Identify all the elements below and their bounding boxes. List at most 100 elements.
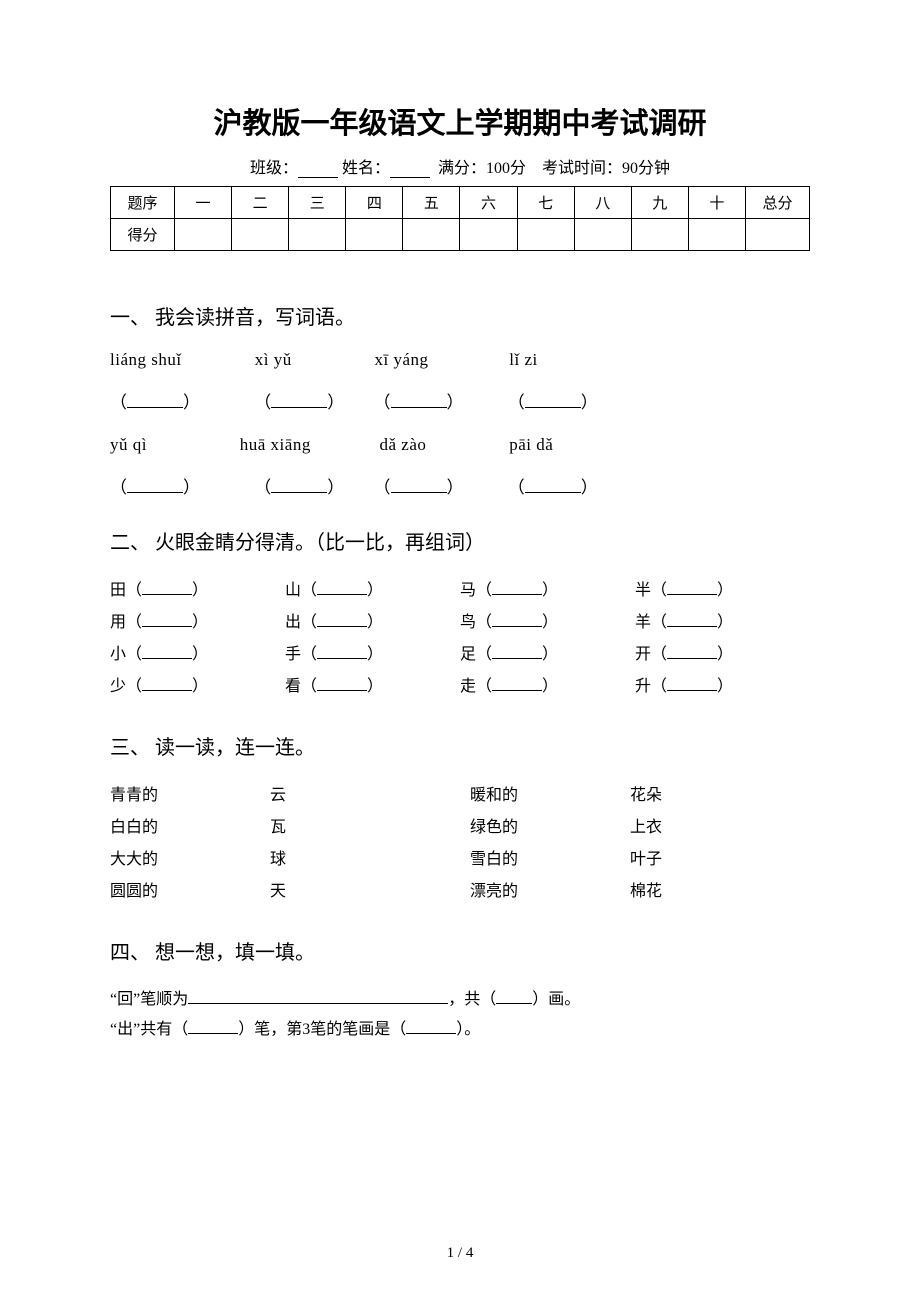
compare-item: 足（） [460, 639, 635, 671]
exam-title: 沪教版一年级语文上学期期中考试调研 [110, 100, 810, 142]
compare-grid: 田（） 山（） 马（） 半（） 用（） 出（） 鸟（） 羊（） 小（） 手（） … [110, 575, 810, 703]
answer-blank[interactable]: （） [374, 388, 504, 413]
answer-blank[interactable] [406, 1020, 456, 1034]
answer-blank[interactable]: （） [254, 473, 369, 498]
answer-blank[interactable] [492, 677, 542, 691]
answer-blank[interactable]: （） [254, 388, 369, 413]
table-row: 题序 一 二 三 四 五 六 七 八 九 十 总分 [111, 187, 810, 219]
compare-item: 出（） [285, 607, 460, 639]
table-cell[interactable] [517, 219, 574, 251]
pinyin-item: pāi dǎ [509, 435, 553, 455]
table-cell[interactable] [688, 219, 745, 251]
answer-blank[interactable]: （） [508, 473, 598, 498]
pinyin-item: huā xiāng [240, 435, 375, 455]
table-cell: 四 [346, 187, 403, 219]
table-cell[interactable] [403, 219, 460, 251]
answer-blank[interactable] [188, 990, 448, 1004]
table-row: 少（） 看（） 走（） 升（） [110, 671, 810, 703]
name-blank[interactable] [390, 162, 430, 178]
blank-row: （） （） （） （） [110, 388, 810, 413]
answer-blank[interactable] [142, 677, 192, 691]
compare-item: 手（） [285, 639, 460, 671]
table-cell[interactable] [631, 219, 688, 251]
match-item: 圆圆的 [110, 876, 270, 908]
section1-title: 一、 我会读拼音，写词语。 [110, 301, 810, 330]
answer-blank[interactable] [142, 581, 192, 595]
answer-blank[interactable]: （） [508, 388, 598, 413]
table-row: 小（） 手（） 足（） 开（） [110, 639, 810, 671]
table-cell[interactable] [175, 219, 232, 251]
class-label: 班级： [250, 160, 298, 177]
answer-blank[interactable] [667, 613, 717, 627]
table-cell[interactable] [232, 219, 289, 251]
class-blank[interactable] [298, 162, 338, 178]
table-row: 田（） 山（） 马（） 半（） [110, 575, 810, 607]
table-cell: 一 [175, 187, 232, 219]
pinyin-row: liáng shuǐ xì yǔ xī yáng lǐ zi [110, 350, 810, 370]
table-cell: 总分 [746, 187, 810, 219]
match-grid: 青青的 云 暖和的 花朵 白白的 瓦 绿色的 上衣 大大的 球 雪白的 叶子 圆… [110, 780, 810, 908]
table-row: 圆圆的 天 漂亮的 棉花 [110, 876, 810, 908]
fill-line: “出”共有（）笔，第3笔的笔画是（）。 [110, 1015, 810, 1045]
full-score-label: 满分：100分 [438, 160, 526, 177]
compare-item: 小（） [110, 639, 285, 671]
answer-blank[interactable] [492, 645, 542, 659]
compare-item: 马（） [460, 575, 635, 607]
answer-blank[interactable] [188, 1020, 238, 1034]
pinyin-item: xī yáng [375, 350, 505, 370]
table-cell[interactable] [346, 219, 403, 251]
match-item: 瓦 [270, 812, 470, 844]
exam-subtitle: 班级： 姓名： 满分：100分 考试时间：90分钟 [110, 154, 810, 178]
table-row: 青青的 云 暖和的 花朵 [110, 780, 810, 812]
table-cell: 六 [460, 187, 517, 219]
page-number: 1 / 4 [0, 1245, 920, 1262]
table-cell: 二 [232, 187, 289, 219]
answer-blank[interactable]: （） [110, 473, 250, 498]
table-cell: 十 [688, 187, 745, 219]
answer-blank[interactable] [496, 990, 532, 1004]
pinyin-item: liáng shuǐ [110, 350, 250, 370]
name-label: 姓名： [342, 160, 390, 177]
answer-blank[interactable] [317, 613, 367, 627]
match-item: 叶子 [630, 844, 810, 876]
match-item: 绿色的 [470, 812, 630, 844]
answer-blank[interactable] [667, 581, 717, 595]
table-cell[interactable] [746, 219, 810, 251]
table-cell: 八 [574, 187, 631, 219]
match-item: 棉花 [630, 876, 810, 908]
answer-blank[interactable] [667, 677, 717, 691]
table-cell: 五 [403, 187, 460, 219]
answer-blank[interactable] [492, 613, 542, 627]
table-cell[interactable] [574, 219, 631, 251]
table-cell[interactable] [460, 219, 517, 251]
answer-blank[interactable] [492, 581, 542, 595]
match-item: 青青的 [110, 780, 270, 812]
answer-blank[interactable] [142, 613, 192, 627]
match-item: 云 [270, 780, 470, 812]
fill-line: “回”笔顺为，共（）画。 [110, 985, 810, 1015]
table-cell: 题序 [111, 187, 175, 219]
pinyin-item: xì yǔ [255, 350, 370, 370]
compare-item: 山（） [285, 575, 460, 607]
compare-item: 走（） [460, 671, 635, 703]
pinyin-item: yǔ qì [110, 435, 235, 455]
section3-title: 三、 读一读，连一连。 [110, 731, 810, 760]
table-cell: 得分 [111, 219, 175, 251]
match-item: 球 [270, 844, 470, 876]
match-item: 大大的 [110, 844, 270, 876]
answer-blank[interactable] [317, 645, 367, 659]
table-cell: 七 [517, 187, 574, 219]
answer-blank[interactable]: （） [374, 473, 504, 498]
answer-blank[interactable] [317, 581, 367, 595]
compare-item: 用（） [110, 607, 285, 639]
answer-blank[interactable]: （） [110, 388, 250, 413]
table-row: 得分 [111, 219, 810, 251]
section2-title: 二、 火眼金睛分得清。（比一比，再组词） [110, 526, 810, 555]
answer-blank[interactable] [142, 645, 192, 659]
match-item: 花朵 [630, 780, 810, 812]
compare-item: 半（） [635, 575, 810, 607]
answer-blank[interactable] [317, 677, 367, 691]
table-cell[interactable] [289, 219, 346, 251]
time-label: 考试时间：90分钟 [542, 160, 670, 177]
answer-blank[interactable] [667, 645, 717, 659]
